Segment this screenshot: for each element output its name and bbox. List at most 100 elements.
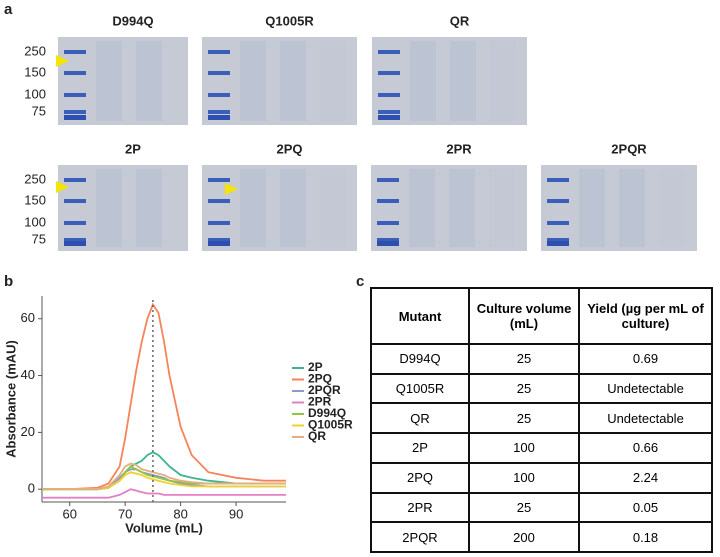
yield-table: Mutant Culture volume (mL) Yield (µg per m… <box>370 287 713 553</box>
ladder-band <box>547 221 569 225</box>
table-row: 2PR 25 0.05 <box>370 491 713 524</box>
ladder-band <box>377 241 399 246</box>
sample-lane <box>320 41 346 121</box>
table-cell: 2PQR <box>370 521 470 553</box>
table-cell: Undetectable <box>578 372 713 405</box>
panel-label: a <box>4 1 13 18</box>
series-line <box>42 462 286 491</box>
ladder-band <box>377 178 399 182</box>
ladder-band <box>547 178 569 182</box>
table-cell: 25 <box>468 372 580 405</box>
sample-lane <box>449 169 475 247</box>
legend-label: Q1005R <box>308 418 353 432</box>
legend-label: 2P <box>308 360 323 374</box>
x-tick-label: 90 <box>229 506 243 521</box>
x-tick-label: 60 <box>62 506 76 521</box>
sample-lane <box>579 169 605 247</box>
sample-lane <box>240 169 266 247</box>
gel-title: Q1005R <box>265 13 314 28</box>
ladder-band <box>64 238 86 242</box>
ladder-band <box>378 93 400 97</box>
y-tick-label: 60 <box>21 310 35 325</box>
gel-title: 2PQ <box>276 141 302 156</box>
sample-lane <box>410 41 436 121</box>
marker-label: 100 <box>24 214 46 229</box>
ladder-band <box>378 71 400 75</box>
header-cell: Culture volume (mL) <box>468 287 580 345</box>
ladder-band <box>208 110 230 114</box>
table-cell: 25 <box>468 343 580 375</box>
gel-title: QR <box>450 13 470 28</box>
table-cell: 0.05 <box>578 491 713 524</box>
arrow <box>56 55 69 67</box>
x-axis-label: Volume (mL) <box>125 520 203 535</box>
table-body: D994Q 25 0.69 Q1005R 25 Undetectable QR 25 Undet… <box>370 343 713 553</box>
sample-lane <box>489 169 515 247</box>
ladder-band <box>378 50 400 54</box>
ladder-band <box>64 110 86 114</box>
ladder-band <box>378 110 400 114</box>
header-cell: Mutant <box>370 287 470 345</box>
sample-lane <box>320 169 346 247</box>
table-cell: 2P <box>370 432 470 464</box>
header-row: Mutant Culture volume (mL) Yield (µg per m… <box>370 287 713 345</box>
sample-lane <box>136 41 162 121</box>
ladder-band <box>547 238 569 242</box>
legend-label: 2PQ <box>308 372 332 386</box>
ladder-band <box>64 178 86 182</box>
marker-label: 250 <box>24 43 46 58</box>
ladder-band <box>377 238 399 242</box>
ladder-band <box>208 241 230 246</box>
legend-label: D994Q <box>308 406 346 420</box>
marker-label: 150 <box>24 64 46 79</box>
table-row: QR 25 Undetectable <box>370 402 713 435</box>
table-cell: 0.66 <box>578 432 713 464</box>
legend-label: 2PR <box>308 395 332 409</box>
x-tick-label: 80 <box>173 506 187 521</box>
y-tick-label: 40 <box>21 367 35 382</box>
ladder-band <box>208 93 230 97</box>
table-cell: 0.69 <box>578 343 713 375</box>
marker-label: 75 <box>32 103 46 118</box>
marker-label: 75 <box>32 231 46 246</box>
sample-lane <box>490 41 516 121</box>
table-cell: 2.24 <box>578 461 713 494</box>
gel-title: 2PQR <box>611 141 647 156</box>
arrow <box>56 181 69 193</box>
ladder-band <box>208 178 230 182</box>
table-cell: 100 <box>468 432 580 464</box>
ladder-band <box>208 50 230 54</box>
table-row: 2PQ 100 2.24 <box>370 461 713 494</box>
table-cell: 25 <box>468 491 580 524</box>
ladder-band <box>547 199 569 203</box>
ladder-band <box>378 115 400 120</box>
table-row: D994Q 25 0.69 <box>370 343 713 375</box>
table-cell: D994Q <box>370 343 470 375</box>
table-cell: 200 <box>468 521 580 553</box>
ladder-band <box>377 221 399 225</box>
table-cell: 0.18 <box>578 521 713 553</box>
table-cell: Undetectable <box>578 402 713 435</box>
sample-lane <box>280 169 306 247</box>
y-tick-label: 0 <box>28 481 35 496</box>
table-row: 2PQR 200 0.18 <box>370 521 713 553</box>
series-line <box>42 488 286 499</box>
ladder-band <box>208 71 230 75</box>
table-cell: 2PQ <box>370 461 470 494</box>
header-cell: Yield (µg per mL of culture) <box>578 287 713 345</box>
sample-lane <box>96 169 122 247</box>
panel-label: c <box>356 273 364 290</box>
ladder-band <box>208 115 230 120</box>
legend-label: QR <box>308 429 326 443</box>
ladder-band <box>547 241 569 246</box>
y-tick-label: 20 <box>21 424 35 439</box>
ladder-band <box>64 71 86 75</box>
panel-label: b <box>4 273 13 290</box>
table-cell: 25 <box>468 402 580 435</box>
ladder-band <box>208 238 230 242</box>
ladder-band <box>64 241 86 246</box>
series-line <box>42 471 286 491</box>
table-cell: QR <box>370 402 470 435</box>
